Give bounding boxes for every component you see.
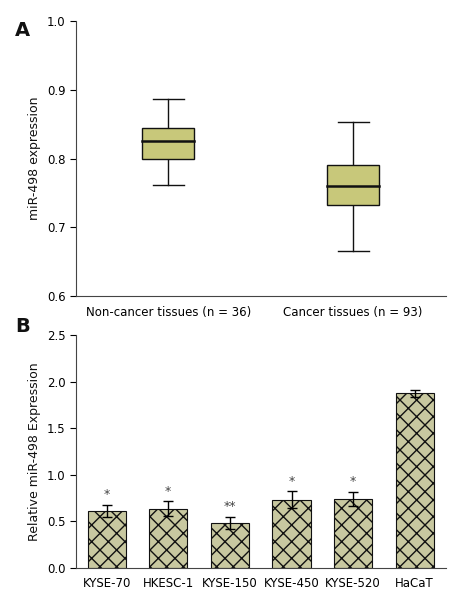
Bar	[334, 499, 372, 568]
Text: *: *	[288, 475, 295, 488]
Text: B: B	[15, 316, 29, 336]
Text: *: *	[103, 488, 110, 501]
Bar	[327, 165, 379, 205]
Bar	[149, 509, 187, 568]
Bar	[273, 500, 310, 568]
Text: A: A	[15, 21, 30, 40]
Text: *: *	[165, 484, 172, 498]
Y-axis label: Relative miR-498 Expression: Relative miR-498 Expression	[28, 362, 41, 541]
Bar	[88, 510, 126, 568]
Text: *: *	[350, 475, 356, 488]
Y-axis label: miR-498 expression: miR-498 expression	[28, 97, 41, 220]
Bar	[211, 522, 249, 568]
Bar	[396, 393, 434, 568]
Bar	[142, 127, 194, 159]
Text: **: **	[224, 500, 236, 513]
